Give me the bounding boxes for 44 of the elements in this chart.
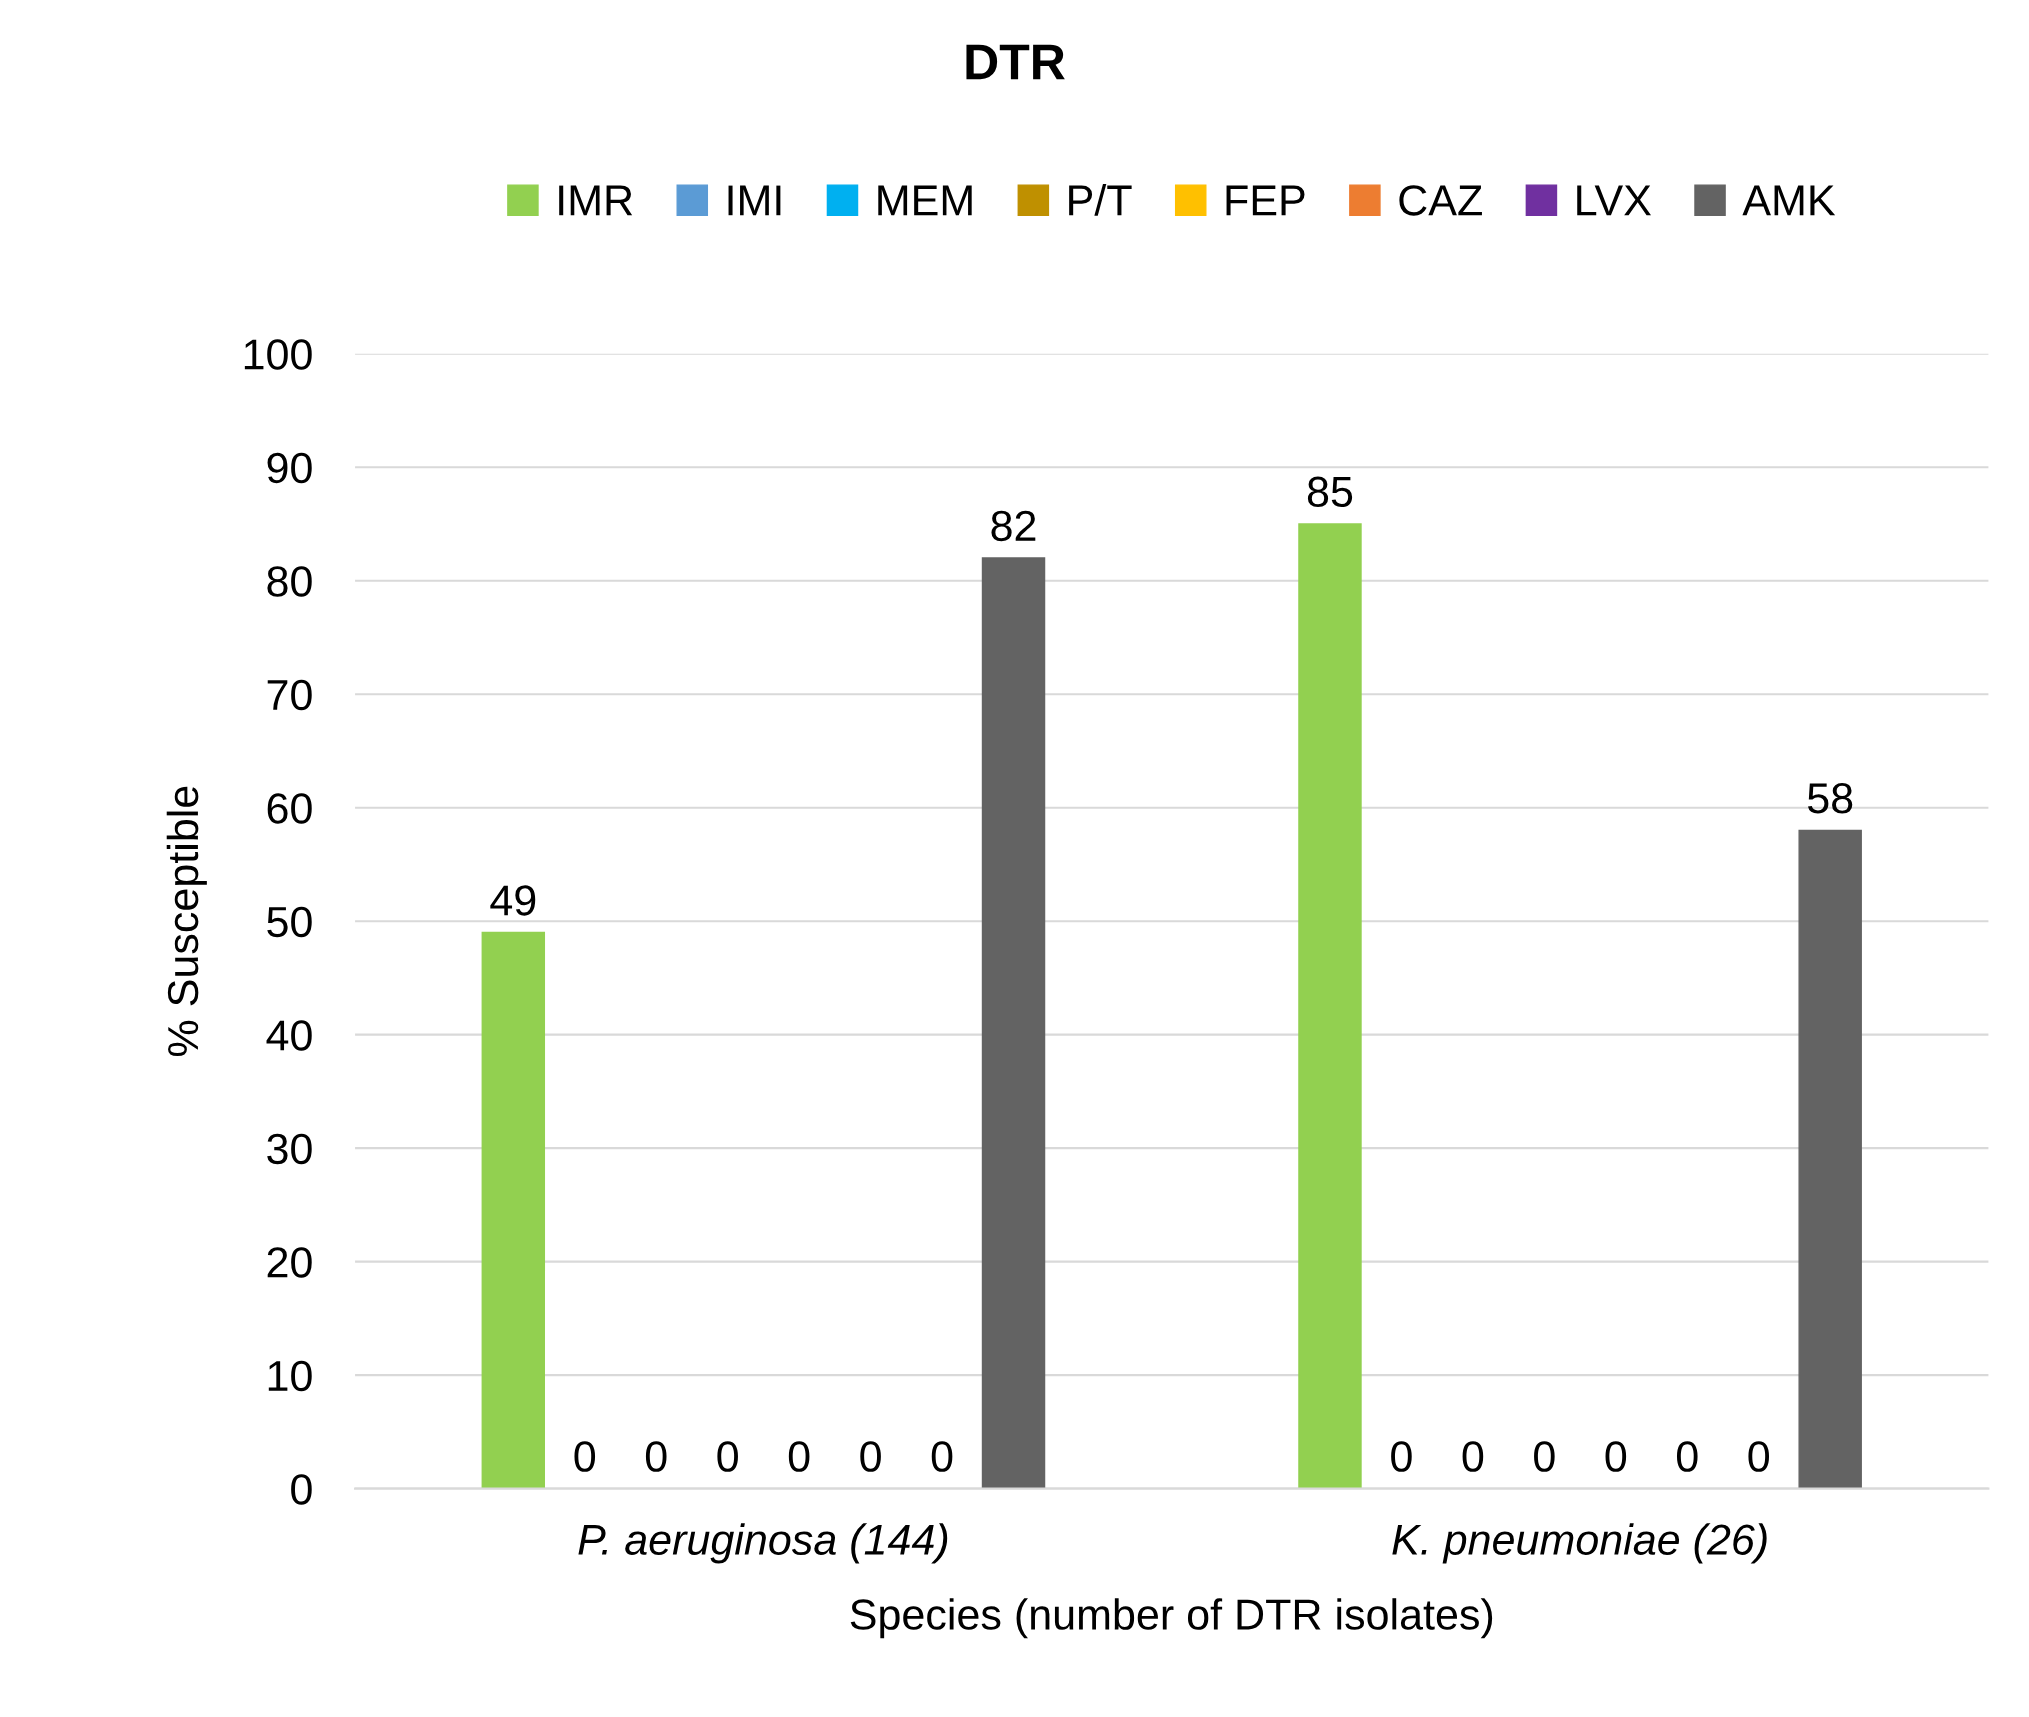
y-tick-label: 80 [267,566,312,597]
data-label: 0 [931,1441,953,1472]
legend-label: IMI [728,185,781,216]
data-label: 0 [1462,1441,1484,1472]
data-label: 0 [645,1441,667,1472]
x-axis-title: Species (number of DTR isolates) [850,1598,1493,1639]
data-label: 0 [1534,1441,1555,1472]
y-tick-label: 90 [267,452,312,484]
data-label: 0 [717,1441,738,1472]
y-axis-title: % Susceptible [166,786,207,1057]
x-tick-label: P. aeruginosa (144) [578,1523,948,1564]
data-label: 0 [860,1441,881,1472]
legend-label: MEM [878,185,972,216]
data-label: 0 [1748,1441,1770,1472]
data-label: 0 [574,1441,596,1472]
legend-label: AMK [1742,185,1836,216]
data-label: 0 [1676,1441,1698,1472]
y-tick-label: 100 [244,339,312,370]
y-tick-label: 70 [267,679,312,711]
data-label: 0 [788,1441,810,1472]
bar [981,557,1046,1489]
legend-label: P/T [1069,184,1132,216]
legend-label: CAZ [1399,185,1482,216]
data-label: 58 [1807,783,1853,814]
y-tick-label: 0 [291,1474,312,1505]
y-tick-label: 40 [266,1020,312,1051]
legend-label: FEP [1226,185,1305,216]
x-tick-label: K. pneumoniae (26) [1392,1523,1767,1564]
bar [1298,523,1362,1489]
bar [1798,829,1862,1489]
y-tick-label: 10 [268,1360,312,1392]
chart-title: DTR [966,44,1065,80]
data-label: 0 [1391,1441,1412,1472]
y-tick-label: 20 [267,1247,312,1278]
data-label: 82 [991,510,1036,542]
y-tick-label: 60 [267,793,312,824]
legend-label: LVX [1577,185,1651,216]
data-label: 0 [1605,1441,1627,1472]
y-tick-label: 50 [267,906,312,938]
bar [481,931,546,1489]
data-label: 49 [490,885,536,916]
y-tick-label: 30 [267,1133,312,1165]
data-label: 85 [1307,476,1353,508]
legend-label: IMR [559,185,633,216]
